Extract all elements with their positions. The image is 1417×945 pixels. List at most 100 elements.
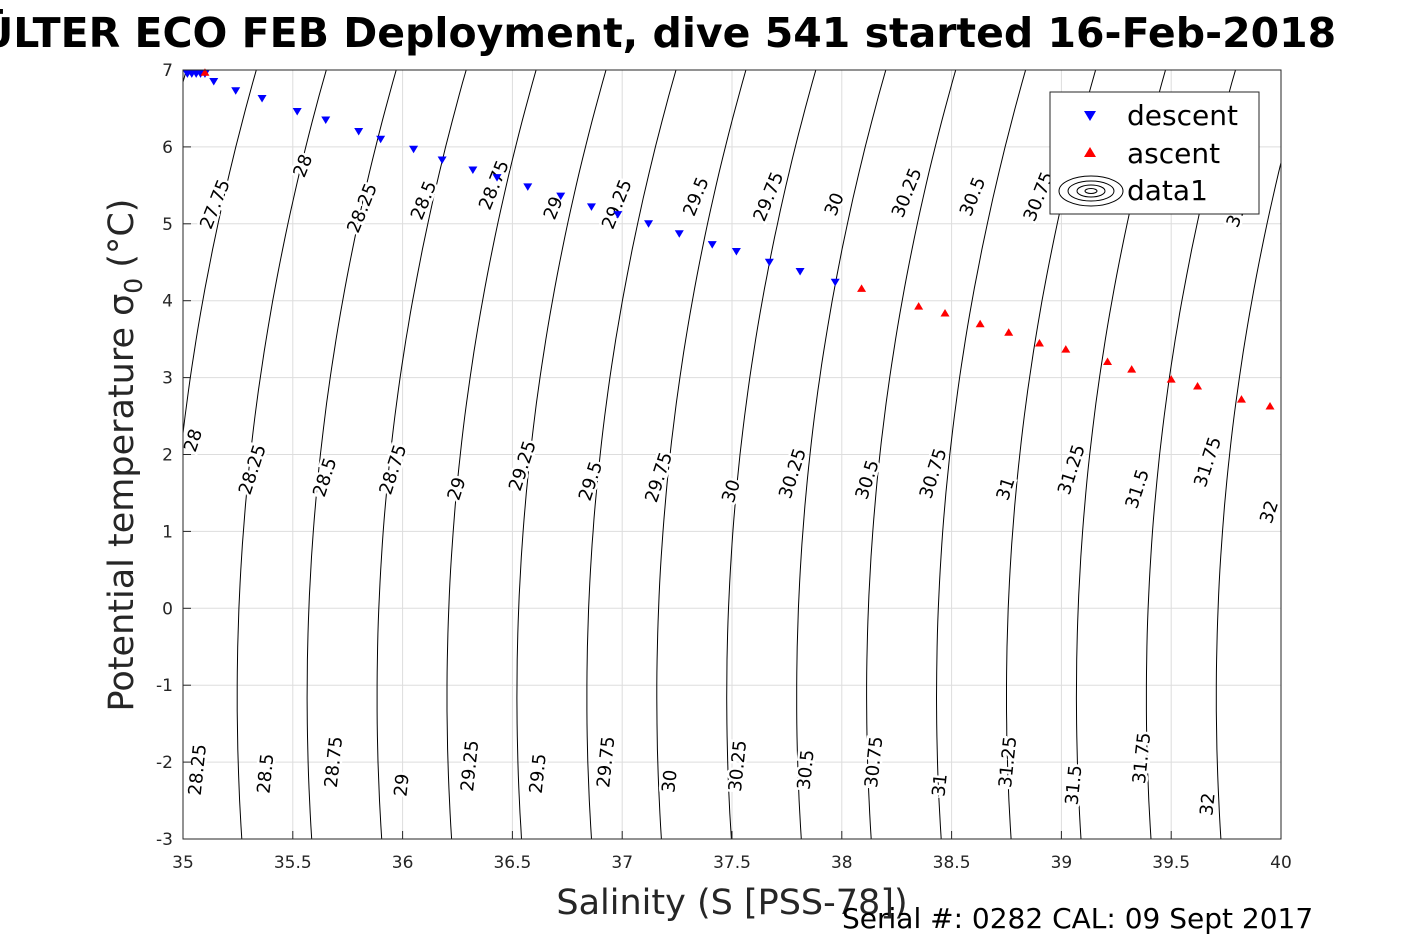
contour-label: 32 [1196,792,1219,817]
descent-point [468,166,478,174]
contour-label: 28.5 [407,178,441,223]
descent-point [409,145,419,154]
x-axis-ticks: 35 35.5 36 36.5 37 37.5 38 38.5 39 39.5 40 [172,831,1292,873]
isopycnal-line [376,70,467,839]
x-tick-label: 37 [611,853,633,873]
descent-point [731,247,741,256]
contour-label: 28.5 [253,753,278,795]
contour-label: 30.25 [888,165,927,221]
x-tick-label: 36 [392,853,414,873]
x-tick-label: 35 [172,853,194,873]
y-axis-ticks: -3 -2 -1 0 1 2 3 4 5 6 7 [156,61,191,850]
descent-point [830,278,840,287]
isopycnal-line [796,70,887,839]
y-axis-label-main: Potential temperature σ [102,294,142,712]
contour-label: 28.25 [185,743,211,796]
data-points [182,68,1275,410]
isopycnal-line [1356,70,1417,839]
x-axis-label: Salinity (S [PSS-78]) [556,883,907,923]
descent-point [376,135,386,144]
contour-label: 29.5 [679,174,713,219]
contour-label: 31.25 [995,735,1021,788]
contour-label: 30.75 [861,735,887,788]
contour-label: 30.5 [956,174,990,219]
y-tick-label: 7 [162,61,173,81]
y-axis-label-subscript: 0 [119,278,148,294]
ascent-point [975,319,985,328]
contour-label: 29.75 [593,735,619,788]
descent-point [764,258,774,267]
descent-point [257,94,267,103]
contour-label: 28.75 [375,442,411,497]
x-tick-label: 35.5 [274,853,312,873]
contour-label: 28.75 [475,157,514,213]
y-axis-label-unit: (°C) [102,199,142,268]
descent-point [707,241,717,249]
y-tick-label: -3 [156,830,173,850]
isopycnal-line [726,70,817,839]
x-tick-label: 37.5 [713,853,751,873]
isopycnal-line [866,70,957,839]
y-tick-label: 0 [162,599,173,619]
ascent-point [1034,338,1044,347]
contour-label: 31 [928,773,951,798]
contour-label: 29.5 [526,753,551,795]
isopycnal-line [236,70,327,839]
contour-label: 29 [443,475,470,503]
contour-label: 28 [180,426,207,454]
ascent-point [1193,382,1203,390]
contour-label: 30 [658,769,681,794]
chart-title: ÜLTER ECO FEB Deployment, dive 541 start… [0,9,1336,57]
contour-label: 28.5 [309,455,341,500]
y-tick-label: 2 [162,446,173,466]
contour-label: 30.25 [725,739,751,792]
legend-descent-marker [1084,111,1096,121]
ascent-point [1004,328,1014,336]
contour-label: 29 [390,773,413,798]
descent-point [556,192,566,201]
isopycnal-line [1215,160,1281,839]
descent-point [644,220,654,228]
ascent-point [940,309,950,317]
legend-ascent-label: ascent [1127,137,1220,170]
contour-label: 28.75 [321,735,347,788]
x-tick-label: 40 [1270,853,1292,873]
legend-contour-icon [1058,175,1124,207]
contour-label: 29.5 [575,459,607,504]
contour-label: 32 [1256,498,1283,526]
contour-label: 29.25 [457,739,483,792]
contour-label: 31.5 [1062,764,1087,806]
isopycnal-line [656,70,747,839]
y-tick-label: -1 [156,676,173,696]
ascent-point [200,68,210,76]
ascent-point [857,284,867,292]
contour-label: 29.75 [749,169,788,225]
contour-label: 28 [289,151,317,180]
descent-point [492,174,502,182]
ascent-point [1236,395,1246,403]
x-tick-label: 38 [831,853,853,873]
contour-label: 30 [718,477,745,505]
y-tick-label: 4 [162,292,173,312]
legend: descent ascent data1 [1049,91,1260,215]
contour-label: 30 [821,190,849,219]
y-tick-label: 5 [162,215,173,235]
isopycnal-line [183,70,257,438]
y-axis-label: Potential temperature σ0 (°C) [102,199,148,712]
isopycnal-contours [183,70,1417,839]
isopycnal-line [586,70,677,839]
contour-label: 29.25 [505,438,541,493]
x-tick-label: 39 [1051,853,1073,873]
descent-point [321,116,331,124]
contour-label: 29.75 [641,450,677,505]
contour-label: 31.75 [1190,434,1226,489]
descent-point [209,78,219,86]
y-tick-label: 1 [162,522,173,542]
contour-label: 30.5 [794,749,819,791]
descent-point [586,203,596,211]
descent-point [354,128,364,136]
ascent-point [1103,357,1113,365]
y-tick-label: 3 [162,369,173,389]
ascent-point [1061,345,1071,353]
